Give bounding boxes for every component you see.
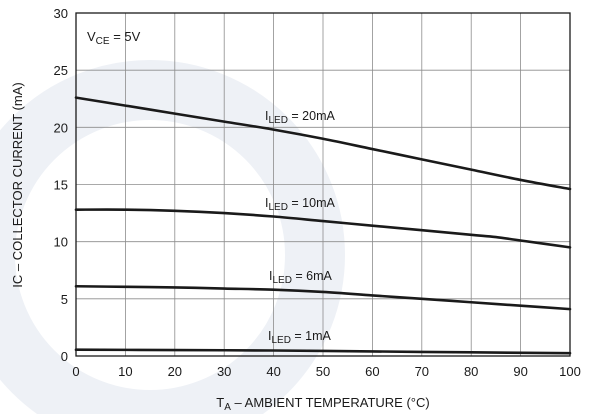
tick-labels: 0 10 20 30 40 50 60 70 80 90 100 0 5 10 15 20 25 30 — [54, 6, 581, 379]
series-line-2 — [74, 208, 572, 249]
plot-frame — [75, 12, 571, 357]
x-tick-label: 70 — [415, 364, 429, 379]
y-axis-label: IC – COLLECTOR CURRENT (mA) — [10, 82, 25, 287]
y-tick-label: 15 — [54, 178, 68, 193]
curve-label-3: ILED = 6mA — [269, 269, 333, 286]
y-tick-label: 25 — [54, 63, 68, 78]
y-tick-label: 30 — [54, 6, 68, 21]
curve-labels: ILED = 20mA ILED = 10mA ILED = 6mA ILED = 1… — [265, 109, 335, 346]
watermark — [0, 60, 345, 414]
curve-label-1: ILED = 20mA — [265, 109, 335, 126]
y-tick-label: 5 — [61, 292, 68, 307]
series-line-3 — [74, 284, 572, 311]
x-tick-label: 80 — [464, 364, 478, 379]
watermark-circle — [0, 60, 345, 414]
series-lines — [74, 96, 572, 355]
y-tick-label: 0 — [61, 349, 68, 364]
series-line-1 — [74, 96, 572, 191]
x-tick-label: 30 — [217, 364, 231, 379]
y-tick-label: 20 — [54, 120, 68, 135]
grid — [76, 13, 570, 356]
x-tick-label: 20 — [168, 364, 182, 379]
x-axis-label: TA – AMBIENT TEMPERATURE (°C) — [216, 395, 429, 413]
curve-label-2: ILED = 10mA — [265, 196, 335, 213]
x-tick-label: 50 — [316, 364, 330, 379]
x-tick-label: 100 — [559, 364, 581, 379]
x-tick-label: 10 — [118, 364, 132, 379]
x-tick-label: 0 — [72, 364, 79, 379]
vce-annotation: VCE = 5V — [87, 29, 141, 47]
curve-label-4: ILED = 1mA — [268, 329, 332, 346]
series-line-4 — [74, 348, 572, 355]
y-tick-label: 10 — [54, 235, 68, 250]
x-tick-label: 90 — [513, 364, 527, 379]
x-tick-label: 40 — [266, 364, 280, 379]
x-tick-label: 60 — [365, 364, 379, 379]
